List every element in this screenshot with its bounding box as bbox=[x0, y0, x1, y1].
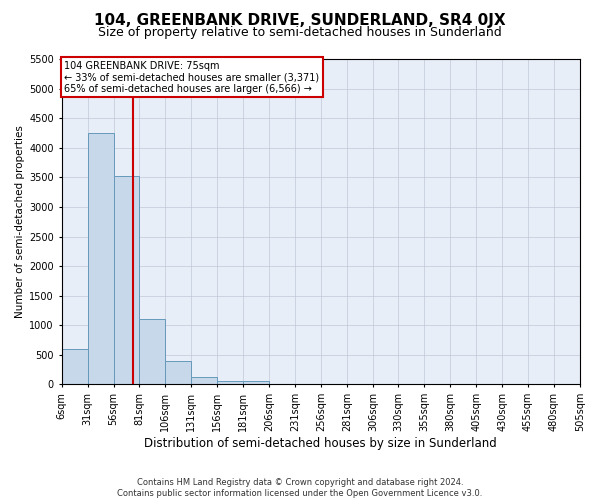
Text: 104, GREENBANK DRIVE, SUNDERLAND, SR4 0JX: 104, GREENBANK DRIVE, SUNDERLAND, SR4 0J… bbox=[94, 12, 506, 28]
X-axis label: Distribution of semi-detached houses by size in Sunderland: Distribution of semi-detached houses by … bbox=[145, 437, 497, 450]
Text: Size of property relative to semi-detached houses in Sunderland: Size of property relative to semi-detach… bbox=[98, 26, 502, 39]
Bar bbox=[139, 320, 166, 384]
Bar bbox=[191, 376, 217, 384]
Bar bbox=[62, 349, 88, 384]
Y-axis label: Number of semi-detached properties: Number of semi-detached properties bbox=[15, 126, 25, 318]
Bar bbox=[166, 362, 191, 384]
Text: Contains HM Land Registry data © Crown copyright and database right 2024.
Contai: Contains HM Land Registry data © Crown c… bbox=[118, 478, 482, 498]
Bar bbox=[217, 381, 244, 384]
Bar bbox=[244, 381, 269, 384]
Bar bbox=[113, 176, 139, 384]
Bar bbox=[88, 133, 113, 384]
Text: 104 GREENBANK DRIVE: 75sqm
← 33% of semi-detached houses are smaller (3,371)
65%: 104 GREENBANK DRIVE: 75sqm ← 33% of semi… bbox=[64, 60, 319, 94]
